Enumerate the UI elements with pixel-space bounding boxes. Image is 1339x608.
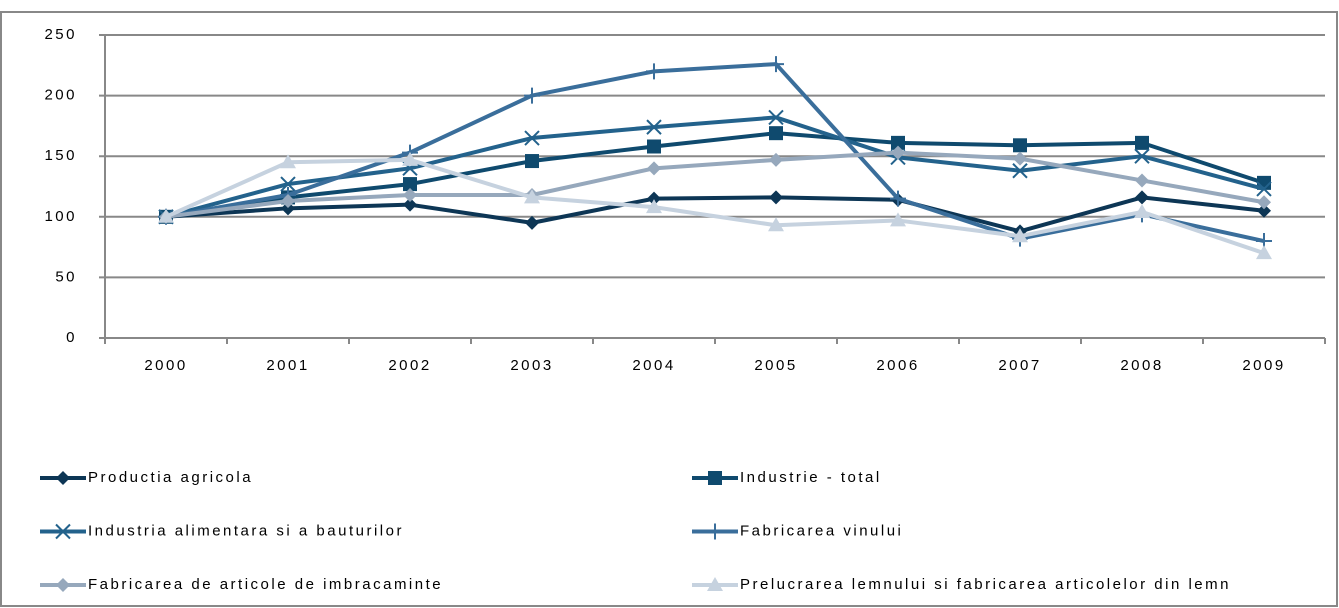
marker (769, 126, 783, 141)
series-line (165, 150, 1265, 219)
marker (281, 194, 295, 209)
marker (402, 151, 418, 166)
marker (1012, 228, 1028, 243)
marker (768, 56, 784, 73)
x-tick-label: 2002 (388, 357, 431, 374)
legend-label: Industrie - total (740, 469, 882, 486)
marker (1134, 148, 1150, 164)
series-line (165, 157, 1265, 256)
marker (1256, 245, 1272, 260)
x-tick-label: 2006 (876, 357, 919, 374)
marker (891, 135, 905, 150)
x-tick-label: 2008 (1120, 357, 1163, 374)
marker (1135, 190, 1149, 205)
marker (647, 161, 661, 176)
legend-marker (56, 471, 70, 485)
legend-label: Industria alimentara si a bauturilor (88, 522, 404, 539)
chart-border (0, 11, 1338, 607)
marker (647, 139, 661, 154)
series-line (165, 131, 1265, 219)
series-line (165, 195, 1265, 234)
x-tick-label: 2001 (266, 357, 309, 374)
marker (1135, 135, 1149, 150)
marker (280, 176, 296, 192)
marker (524, 87, 540, 104)
marker (525, 154, 539, 169)
x-tick-label: 2004 (632, 357, 675, 374)
x-tick-label: 2003 (510, 357, 553, 374)
marker (891, 145, 905, 160)
x-tick-label: 2000 (144, 357, 187, 374)
marker (280, 154, 296, 169)
y-tick-label: 50 (55, 268, 77, 285)
marker (524, 189, 540, 204)
legend-label: Prelucrarea lemnului si fabricarea artic… (740, 576, 1231, 593)
y-tick-label: 150 (44, 147, 77, 164)
series-line (165, 62, 1265, 243)
marker (890, 190, 906, 207)
marker (403, 197, 417, 212)
marker (1012, 163, 1028, 179)
marker (768, 217, 784, 232)
marker (1013, 151, 1027, 166)
y-tick-label: 200 (44, 87, 77, 104)
x-tick-label: 2005 (754, 357, 797, 374)
marker (525, 215, 539, 230)
marker (524, 130, 540, 146)
marker (158, 208, 174, 223)
y-tick-label: 100 (44, 208, 77, 225)
marker (1257, 195, 1271, 210)
legend-marker (55, 523, 71, 540)
series-line (165, 115, 1265, 219)
legend-marker (708, 471, 722, 485)
marker (646, 119, 662, 135)
legend-label: Fabricarea de articole de imbracaminte (88, 576, 443, 593)
y-tick-label: 250 (44, 26, 77, 43)
legend-marker (56, 578, 70, 592)
legend-label: Fabricarea vinului (740, 522, 903, 539)
marker (768, 109, 784, 126)
marker (647, 191, 661, 206)
marker (646, 63, 662, 80)
marker (403, 187, 417, 202)
marker (403, 177, 417, 192)
marker (1134, 203, 1150, 218)
legend-label: Productia agricola (88, 469, 253, 486)
marker (769, 190, 783, 205)
x-tick-label: 2009 (1242, 357, 1285, 374)
y-tick-label: 0 (66, 329, 77, 346)
marker (890, 212, 906, 227)
marker (1257, 203, 1271, 218)
marker (1135, 173, 1149, 188)
marker (646, 199, 662, 214)
legend-marker (707, 523, 723, 540)
marker (1013, 138, 1027, 153)
marker (281, 201, 295, 216)
marker (769, 152, 783, 167)
x-tick-label: 2007 (998, 357, 1041, 374)
marker (1256, 181, 1272, 197)
legend-marker (707, 577, 723, 591)
